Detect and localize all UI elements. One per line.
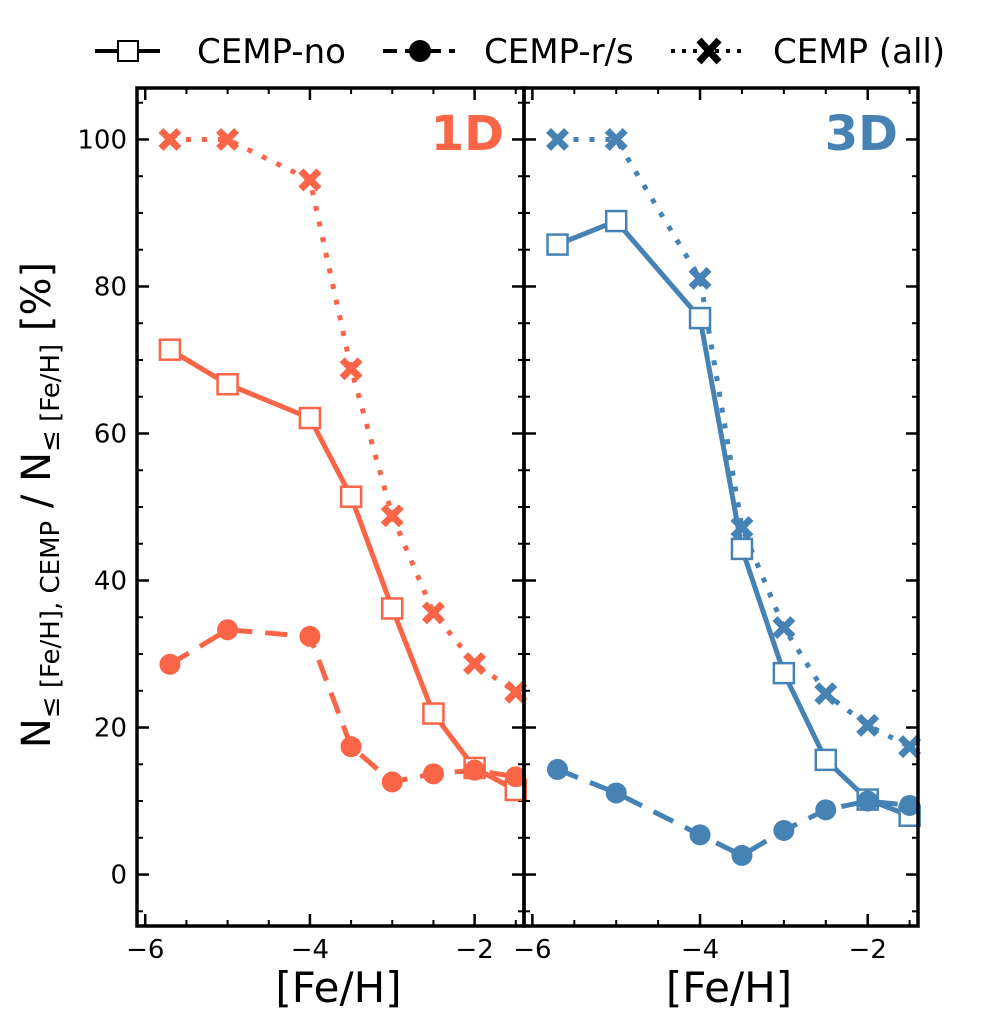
series-line-cemp-rs-3d	[556, 767, 910, 858]
data-point-cemp-no	[381, 597, 404, 620]
y-label-sub2: ≤ [Fe/H]	[36, 344, 66, 452]
x-axis-label-3d: [Fe/H]	[666, 963, 792, 1012]
legend-marker-cemp-no	[117, 40, 139, 62]
data-point-cemp-all	[688, 266, 712, 290]
data-point-cemp-rs	[381, 771, 403, 793]
legend-label-cemp-no: CEMP-no	[197, 32, 346, 72]
panel-3d: −6 −4 −2 [Fe/H] 3D	[513, 86, 922, 1012]
y-label-main: N	[14, 718, 60, 748]
data-point-cemp-rs	[505, 766, 527, 788]
data-point-cemp-rs	[815, 799, 837, 821]
y-label-sub1: ≤ [Fe/H], CEMP	[36, 521, 66, 718]
y-tick-label: 60	[94, 419, 127, 449]
x-axis-label-1d: [Fe/H]	[275, 963, 401, 1012]
data-point-cemp-rs	[899, 794, 921, 816]
legend-entry-cemp-all: CEMP (all)	[671, 32, 945, 72]
x-tick-label: −4	[291, 935, 329, 965]
legend-marker-cemp-all	[696, 37, 722, 65]
data-point-cemp-rs	[731, 844, 753, 866]
data-point-cemp-all	[380, 504, 404, 528]
data-point-cemp-all	[604, 127, 628, 151]
data-point-cemp-no	[772, 661, 796, 685]
data-point-cemp-rs	[689, 824, 711, 846]
legend-entry-cemp-rs: CEMP-r/s	[383, 32, 634, 72]
data-point-cemp-rs	[159, 653, 181, 675]
x-tick-label: −2	[849, 935, 887, 965]
panel-1d: −6 −4 −2 0 20 40 60 80 100 [Fe/H] 1D	[77, 86, 528, 1012]
legend: CEMP-no CEMP-r/s CEMP (all)	[95, 32, 945, 72]
x-tick-label: −6	[513, 935, 551, 965]
data-point-cemp-no	[298, 406, 322, 430]
data-point-cemp-all	[814, 682, 838, 706]
legend-entry-cemp-no: CEMP-no	[95, 32, 346, 72]
y-tick-label: 20	[94, 714, 127, 744]
data-point-cemp-all	[298, 168, 322, 192]
panel-label-3d: 3D	[825, 106, 898, 162]
data-point-cemp-rs	[547, 758, 569, 780]
data-point-cemp-no	[546, 233, 569, 256]
data-point-cemp-rs	[605, 782, 627, 804]
data-point-cemp-all	[463, 652, 487, 676]
y-axis-label: N≤ [Fe/H], CEMP / N≤ [Fe/H] [%]	[14, 262, 66, 748]
legend-label-cemp-rs: CEMP-r/s	[484, 32, 634, 72]
legend-marker-cemp-rs	[409, 40, 431, 62]
data-point-cemp-no	[339, 485, 363, 508]
data-point-cemp-rs	[773, 819, 795, 841]
y-label-unit: [%]	[14, 262, 60, 344]
data-point-cemp-rs	[857, 790, 879, 812]
data-point-cemp-all	[504, 680, 528, 704]
panel-label-1d: 1D	[431, 106, 504, 162]
series-line-cemp-no-1d	[168, 347, 517, 793]
y-label-slash: / N	[14, 452, 60, 521]
y-tick-label: 40	[94, 567, 127, 597]
legend-label-cemp-all: CEMP (all)	[773, 32, 945, 72]
data-point-cemp-all	[730, 516, 754, 540]
data-point-cemp-no	[216, 372, 239, 396]
data-point-cemp-all	[772, 616, 796, 640]
x-tick-label: −4	[681, 935, 719, 965]
data-point-cemp-all	[216, 127, 240, 151]
data-point-cemp-all	[546, 127, 570, 151]
data-point-cemp-no	[688, 306, 712, 330]
x-tick-label: −2	[455, 935, 493, 965]
data-point-cemp-no	[158, 338, 182, 361]
plot-frame-3d	[522, 86, 920, 928]
y-tick-label: 0	[110, 861, 127, 891]
data-point-cemp-no	[814, 748, 838, 772]
data-point-cemp-rs	[340, 736, 362, 758]
data-point-cemp-all	[158, 127, 182, 151]
data-point-cemp-all	[421, 601, 445, 625]
plot-frame-1d	[135, 86, 526, 928]
data-point-cemp-rs	[217, 619, 239, 641]
data-point-cemp-rs	[464, 759, 486, 781]
series-line-cemp-all-1d	[169, 137, 518, 695]
y-tick-label: 80	[94, 272, 127, 302]
data-point-cemp-no	[604, 209, 628, 233]
data-point-cemp-all	[339, 357, 363, 381]
x-tick-label: −6	[126, 935, 164, 965]
y-tick-label: 100	[77, 125, 127, 155]
data-point-cemp-rs	[299, 625, 321, 647]
data-point-cemp-rs	[422, 763, 444, 785]
data-point-cemp-all	[856, 713, 880, 737]
data-point-cemp-no	[730, 537, 754, 561]
data-point-cemp-all	[898, 735, 922, 759]
data-point-cemp-no	[422, 702, 445, 725]
